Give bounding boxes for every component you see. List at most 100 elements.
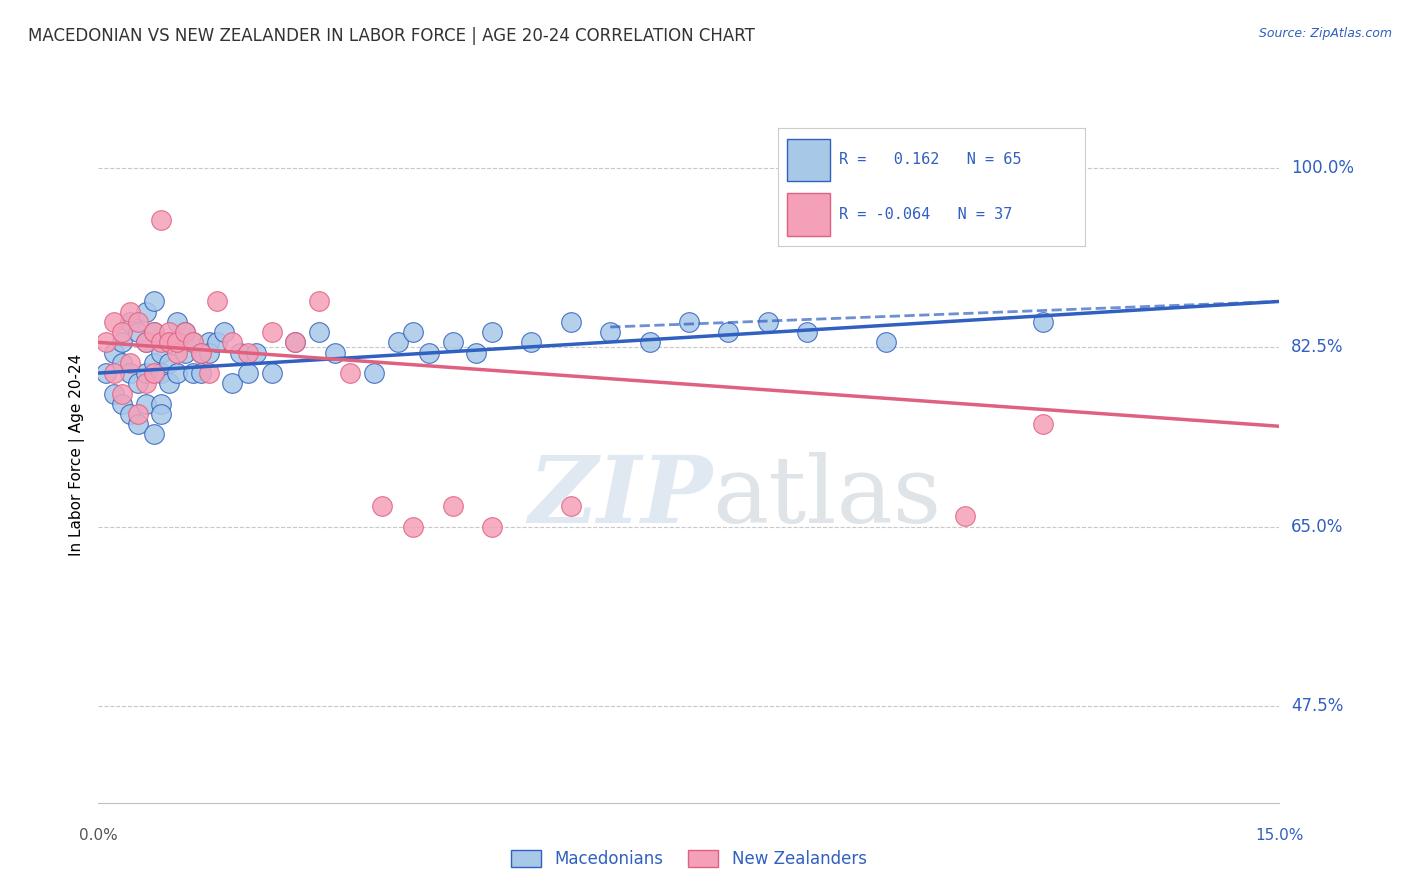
Point (150, 407, 173, 421)
Point (308, 294, 330, 309)
Point (96, 366, 118, 380)
Point (111, 356, 134, 370)
Point (599, 325, 621, 339)
Point (150, 212, 173, 227)
Point (465, 345, 488, 359)
Point (481, 519, 503, 533)
Point (441, 335, 464, 350)
Point (111, 397, 134, 411)
Point (284, 335, 307, 350)
Point (135, 304, 157, 318)
Point (1032, 417, 1054, 432)
Point (157, 325, 180, 339)
Point (157, 335, 180, 350)
Point (118, 366, 141, 380)
Point (103, 315, 125, 329)
Text: atlas: atlas (713, 451, 942, 541)
Point (103, 366, 125, 380)
Point (875, 335, 897, 350)
Point (118, 356, 141, 370)
Point (560, 499, 582, 513)
Point (142, 427, 165, 442)
Point (103, 345, 125, 359)
Point (118, 315, 141, 329)
Point (229, 345, 252, 359)
Point (205, 335, 228, 350)
Point (142, 356, 165, 370)
Point (181, 366, 204, 380)
Point (181, 335, 204, 350)
Text: 82.5%: 82.5% (1291, 338, 1344, 357)
Point (678, 315, 700, 329)
Point (796, 325, 818, 339)
Point (135, 366, 157, 380)
Text: 100.0%: 100.0% (1291, 160, 1354, 178)
Point (245, 345, 267, 359)
Point (127, 315, 149, 329)
Point (284, 335, 307, 350)
Point (402, 325, 425, 339)
Point (127, 325, 149, 339)
Point (181, 335, 204, 350)
Point (323, 345, 346, 359)
Point (127, 407, 149, 421)
Point (174, 325, 197, 339)
Point (142, 366, 165, 380)
Point (236, 345, 259, 359)
Point (197, 335, 219, 350)
Point (205, 294, 228, 309)
Point (197, 345, 219, 359)
Point (221, 376, 243, 391)
Point (560, 315, 582, 329)
Point (260, 366, 283, 380)
Point (166, 315, 188, 329)
Point (387, 335, 409, 350)
Legend: Macedonians, New Zealanders: Macedonians, New Zealanders (505, 843, 873, 874)
Point (174, 325, 197, 339)
Point (118, 407, 141, 421)
Y-axis label: In Labor Force | Age 20-24: In Labor Force | Age 20-24 (69, 354, 84, 556)
Point (127, 376, 149, 391)
Point (339, 366, 361, 380)
Point (135, 397, 157, 411)
Point (174, 345, 197, 359)
Text: 65.0%: 65.0% (1291, 517, 1344, 535)
Point (197, 366, 219, 380)
Text: MACEDONIAN VS NEW ZEALANDER IN LABOR FORCE | AGE 20-24 CORRELATION CHART: MACEDONIAN VS NEW ZEALANDER IN LABOR FOR… (28, 27, 755, 45)
Point (166, 335, 188, 350)
Point (118, 304, 141, 318)
Point (638, 335, 661, 350)
Text: 47.5%: 47.5% (1291, 697, 1344, 714)
Point (142, 325, 165, 339)
Point (260, 325, 283, 339)
Point (96, 335, 118, 350)
Point (127, 417, 149, 432)
Point (481, 325, 503, 339)
Text: Source: ZipAtlas.com: Source: ZipAtlas.com (1258, 27, 1392, 40)
Point (520, 335, 543, 350)
Point (418, 345, 440, 359)
Point (717, 325, 740, 339)
Point (308, 325, 330, 339)
Text: 15.0%: 15.0% (1256, 829, 1303, 843)
Point (111, 386, 134, 401)
Point (150, 345, 173, 359)
Point (363, 366, 385, 380)
Point (402, 519, 425, 533)
Point (150, 335, 173, 350)
Point (111, 335, 134, 350)
Point (150, 366, 173, 380)
Point (135, 376, 157, 391)
Point (953, 509, 976, 524)
Point (166, 335, 188, 350)
Point (157, 335, 180, 350)
Point (441, 499, 464, 513)
Point (1032, 315, 1054, 329)
Point (190, 345, 212, 359)
Point (135, 335, 157, 350)
Text: ZIP: ZIP (529, 451, 713, 541)
Point (236, 366, 259, 380)
Point (150, 397, 173, 411)
Point (135, 335, 157, 350)
Point (166, 345, 188, 359)
